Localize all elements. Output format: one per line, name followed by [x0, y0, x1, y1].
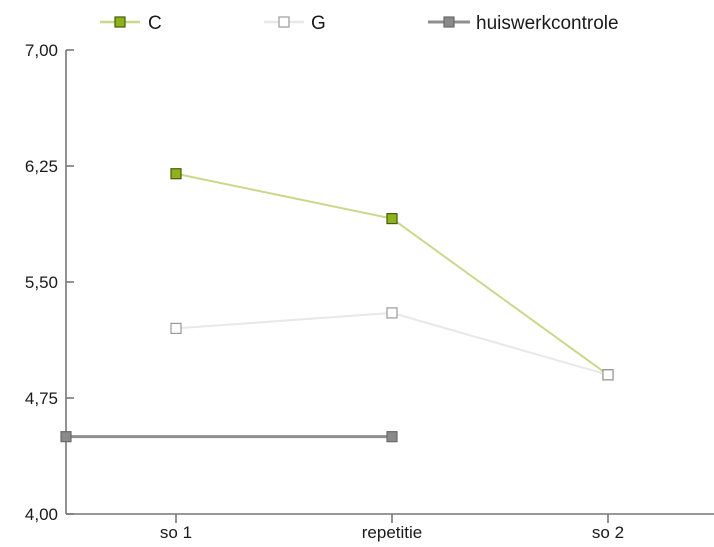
data-point — [170, 322, 182, 334]
x-tick-label: so 1 — [160, 523, 192, 542]
series-g — [170, 307, 614, 381]
legend-marker — [443, 16, 455, 28]
y-tick-label: 4,75 — [25, 389, 58, 408]
legend-marker — [114, 16, 126, 28]
series-huiswerkcontrole — [60, 431, 398, 443]
data-point — [602, 369, 614, 381]
x-ticks: so 1 repetitie so 2 — [160, 514, 624, 542]
legend-label: G — [311, 13, 326, 34]
legend-label: huiswerkcontrole — [476, 13, 619, 34]
legend-item: C — [100, 13, 162, 34]
data-point — [386, 212, 398, 225]
legend-item: G — [264, 13, 326, 34]
data-point — [60, 431, 72, 443]
data-point — [386, 307, 398, 319]
series-c — [170, 168, 614, 381]
y-tick-label: 6,25 — [25, 157, 58, 176]
x-tick-label: repetitie — [362, 523, 422, 542]
legend-item: huiswerkcontrole — [428, 13, 619, 34]
series-line — [175, 172, 609, 376]
y-tick-label: 4,00 — [25, 505, 58, 524]
series-line — [175, 311, 609, 376]
y-tick-label: 7,00 — [25, 41, 58, 60]
y-ticks: 4,00 4,75 5,50 6,25 7,00 — [25, 41, 74, 524]
legend-marker — [278, 16, 290, 28]
data-point — [386, 431, 398, 443]
data-point — [170, 168, 182, 180]
legend-label: C — [148, 13, 162, 34]
axes — [65, 50, 714, 515]
x-tick-label: so 2 — [592, 523, 624, 542]
series-group — [60, 168, 614, 443]
y-tick-label: 5,50 — [25, 273, 58, 292]
